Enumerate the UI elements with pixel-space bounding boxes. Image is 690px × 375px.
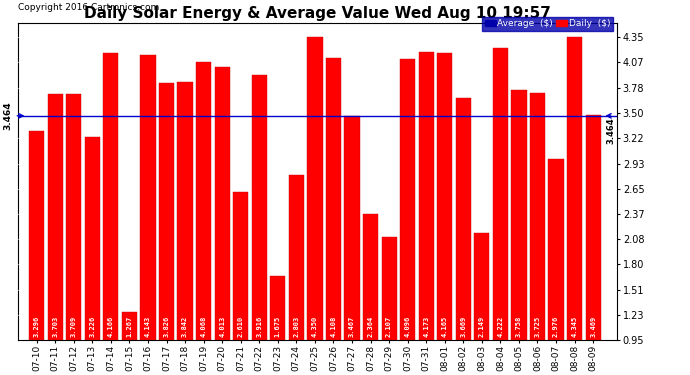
Bar: [419, 53, 434, 340]
Text: 3.725: 3.725: [535, 316, 540, 337]
Bar: [455, 98, 471, 340]
Text: 3.464: 3.464: [606, 118, 615, 144]
Text: 4.143: 4.143: [145, 316, 151, 337]
Text: 3.703: 3.703: [52, 316, 58, 337]
Text: 4.108: 4.108: [331, 316, 337, 337]
Bar: [177, 82, 193, 340]
Bar: [474, 233, 489, 340]
Bar: [159, 84, 174, 340]
Text: 1.675: 1.675: [275, 316, 281, 337]
Text: 4.096: 4.096: [404, 316, 411, 337]
Text: 4.166: 4.166: [108, 316, 114, 337]
Text: 3.296: 3.296: [34, 316, 40, 337]
Bar: [437, 53, 453, 340]
Text: 3.464: 3.464: [3, 102, 12, 130]
Text: 3.226: 3.226: [89, 316, 95, 337]
Legend: Average  ($), Daily  ($): Average ($), Daily ($): [482, 16, 613, 31]
Text: 3.469: 3.469: [590, 316, 596, 337]
Text: 3.916: 3.916: [256, 316, 262, 337]
Bar: [48, 94, 63, 340]
Text: 2.803: 2.803: [293, 316, 299, 337]
Bar: [382, 237, 397, 340]
Text: 3.467: 3.467: [349, 316, 355, 337]
Text: 2.976: 2.976: [553, 316, 559, 337]
Text: 4.068: 4.068: [201, 316, 206, 337]
Bar: [493, 48, 508, 340]
Text: 4.350: 4.350: [312, 316, 318, 337]
Bar: [363, 214, 378, 340]
Bar: [140, 55, 155, 340]
Bar: [530, 93, 545, 340]
Text: 1.267: 1.267: [126, 316, 132, 337]
Bar: [288, 175, 304, 340]
Text: 3.826: 3.826: [164, 316, 170, 337]
Text: Copyright 2016 Cartronics.com: Copyright 2016 Cartronics.com: [18, 3, 159, 12]
Bar: [196, 62, 211, 340]
Bar: [122, 312, 137, 340]
Text: 2.149: 2.149: [479, 316, 485, 337]
Bar: [400, 59, 415, 340]
Text: 3.758: 3.758: [516, 316, 522, 337]
Bar: [511, 90, 526, 340]
Text: 3.709: 3.709: [71, 316, 77, 337]
Bar: [586, 116, 601, 340]
Bar: [307, 37, 322, 340]
Text: 4.173: 4.173: [423, 316, 429, 337]
Text: 4.345: 4.345: [571, 316, 578, 337]
Bar: [104, 53, 119, 340]
Bar: [326, 58, 341, 340]
Text: 2.364: 2.364: [368, 316, 373, 337]
Bar: [567, 37, 582, 340]
Bar: [85, 137, 100, 340]
Bar: [344, 116, 359, 340]
Bar: [215, 67, 230, 340]
Text: 3.842: 3.842: [182, 316, 188, 337]
Bar: [66, 94, 81, 340]
Bar: [252, 75, 267, 340]
Text: 2.107: 2.107: [386, 316, 392, 337]
Bar: [233, 192, 248, 340]
Text: 2.610: 2.610: [238, 316, 244, 337]
Bar: [549, 159, 564, 340]
Bar: [29, 131, 44, 340]
Text: 4.013: 4.013: [219, 316, 225, 337]
Title: Daily Solar Energy & Average Value Wed Aug 10 19:57: Daily Solar Energy & Average Value Wed A…: [84, 6, 551, 21]
Text: 4.165: 4.165: [442, 316, 448, 337]
Bar: [270, 276, 286, 340]
Text: 3.669: 3.669: [460, 316, 466, 337]
Text: 4.222: 4.222: [497, 316, 504, 337]
